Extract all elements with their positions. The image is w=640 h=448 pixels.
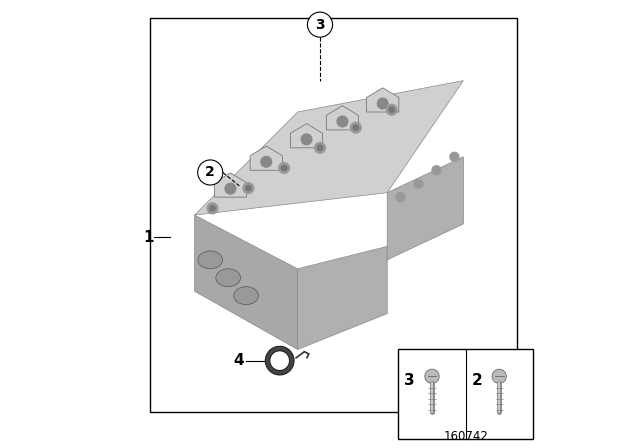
Circle shape bbox=[387, 104, 397, 115]
Circle shape bbox=[351, 122, 361, 133]
Text: 3: 3 bbox=[315, 17, 325, 32]
Circle shape bbox=[389, 107, 394, 112]
Bar bbox=[398, 349, 533, 439]
Text: 3: 3 bbox=[404, 373, 415, 388]
Ellipse shape bbox=[234, 287, 259, 305]
Polygon shape bbox=[250, 146, 282, 170]
Circle shape bbox=[425, 369, 439, 383]
Text: 160742: 160742 bbox=[444, 430, 488, 443]
Circle shape bbox=[414, 179, 423, 188]
Polygon shape bbox=[195, 81, 463, 215]
Circle shape bbox=[301, 134, 312, 145]
Text: 2: 2 bbox=[472, 373, 482, 388]
Polygon shape bbox=[291, 124, 323, 148]
Circle shape bbox=[317, 145, 323, 151]
Circle shape bbox=[450, 152, 459, 161]
Circle shape bbox=[282, 165, 287, 171]
Polygon shape bbox=[367, 88, 399, 112]
Circle shape bbox=[492, 369, 506, 383]
Circle shape bbox=[307, 12, 333, 37]
Bar bbox=[150, 18, 517, 412]
Polygon shape bbox=[195, 215, 298, 349]
Circle shape bbox=[207, 203, 218, 214]
Polygon shape bbox=[214, 173, 246, 197]
Circle shape bbox=[198, 160, 223, 185]
Circle shape bbox=[246, 185, 251, 191]
Text: 4: 4 bbox=[233, 353, 244, 368]
Text: 2: 2 bbox=[205, 165, 215, 180]
Circle shape bbox=[432, 166, 441, 175]
Circle shape bbox=[225, 183, 236, 194]
Circle shape bbox=[243, 183, 253, 194]
Circle shape bbox=[210, 206, 215, 211]
Circle shape bbox=[396, 193, 405, 202]
Ellipse shape bbox=[198, 251, 223, 269]
Polygon shape bbox=[298, 246, 387, 349]
Circle shape bbox=[279, 163, 289, 173]
Polygon shape bbox=[326, 106, 358, 130]
Circle shape bbox=[337, 116, 348, 127]
Polygon shape bbox=[387, 157, 463, 260]
Circle shape bbox=[261, 156, 271, 167]
Circle shape bbox=[353, 125, 358, 130]
Text: 1: 1 bbox=[143, 230, 154, 245]
Circle shape bbox=[378, 98, 388, 109]
Ellipse shape bbox=[216, 269, 241, 287]
Circle shape bbox=[315, 142, 325, 153]
